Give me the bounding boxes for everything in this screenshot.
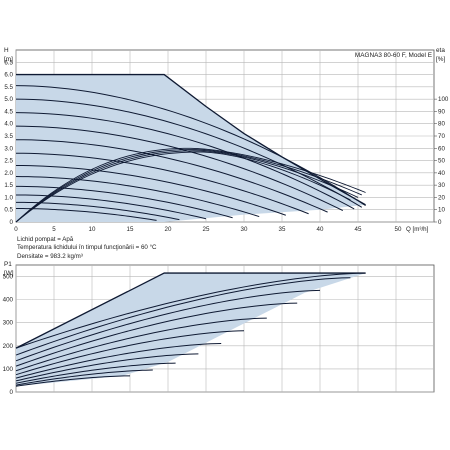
power-tick-label: 200 — [3, 343, 14, 350]
head-curve — [15, 152, 309, 215]
eta-tick-label: 40 — [438, 170, 445, 177]
head-tick-label: 5.0 — [4, 96, 13, 103]
head-curve — [15, 85, 366, 207]
head-curve — [15, 207, 157, 221]
chart-title: MAGNA3 80-60 F, Model E — [355, 52, 432, 59]
power-curve — [15, 343, 222, 379]
head-curve — [15, 201, 180, 221]
power-curve-family — [15, 272, 366, 387]
eta-axis-unit: [%] — [436, 56, 445, 63]
note-density: Densitate = 983.2 kg/m³ — [17, 253, 83, 260]
power-curve — [15, 353, 199, 382]
head-curve — [15, 112, 355, 210]
power-axis-label: P1 — [4, 261, 12, 268]
head-chart-ticks: 0 5 10 15 20 25 30 35 40 45 0 0.5 1.0 1.5 2.0 2.5 3.0 3.5… — [4, 59, 448, 233]
efficiency-curve — [15, 149, 362, 223]
max-speed-curve — [16, 73, 366, 206]
power-curve — [15, 277, 351, 356]
head-axis-label: H — [4, 47, 9, 54]
x-tick-label: 45 — [355, 226, 362, 233]
x-tick-label: 0 — [14, 226, 18, 233]
head-curve — [15, 164, 286, 216]
head-tick-label: 0.5 — [4, 207, 13, 214]
head-tick-label: 3.0 — [4, 145, 13, 152]
efficiency-curve — [15, 150, 359, 223]
eta-tick-label: 90 — [438, 108, 445, 115]
x-tick-label: 10 — [89, 226, 96, 233]
head-tick-label: 4.5 — [4, 108, 13, 115]
head-curve — [15, 139, 328, 213]
max-power-curve — [15, 272, 366, 349]
efficiency-curve — [15, 147, 366, 223]
power-tick-label: 100 — [3, 366, 14, 373]
head-axis-unit: [m] — [4, 56, 13, 63]
efficiency-curve-family — [15, 147, 366, 223]
power-curve — [15, 302, 298, 367]
eta-tick-label: 70 — [438, 133, 445, 140]
eta-tick-label: 50 — [438, 158, 445, 165]
power-curve — [15, 362, 176, 384]
power-axis-unit: [W] — [4, 270, 14, 277]
eta-tick-label: 100 — [438, 96, 449, 103]
power-curve — [15, 289, 321, 362]
head-tick-label: 6.5 — [4, 59, 13, 66]
power-chart-ticks: 0 100 200 300 400 500 — [3, 274, 14, 396]
x-tick-label: 30 — [241, 226, 248, 233]
eta-tick-label: 20 — [438, 194, 445, 201]
power-tick-label: 0 — [10, 389, 14, 396]
note-temperature: Temperatura lichidului în timpul funcţio… — [17, 244, 157, 251]
head-tick-label: 1.0 — [4, 194, 13, 201]
x-tick-label: 20 — [165, 226, 172, 233]
x-tick-label: 25 — [203, 226, 210, 233]
head-curve — [15, 185, 233, 219]
x-tick-label: 5 — [52, 226, 56, 233]
x-tick-label: 15 — [127, 226, 134, 233]
head-tick-label: 6.0 — [4, 72, 13, 79]
power-curve — [15, 330, 245, 376]
power-tick-label: 300 — [3, 320, 14, 327]
eta-tick-label: 30 — [438, 182, 445, 189]
eta-axis-label: eta — [436, 47, 445, 54]
power-curve — [15, 272, 366, 349]
power-tick-label: 400 — [3, 297, 14, 304]
eta-tick-label: 0 — [438, 219, 442, 226]
head-tick-label: 4.0 — [4, 121, 13, 128]
head-chart: 0 5 10 15 20 25 30 35 40 45 0 0.5 1.0 1.5 2.0 2.5 3.0 3.5… — [4, 47, 449, 260]
power-curve — [15, 317, 267, 372]
eta-tick-label: 80 — [438, 121, 445, 128]
power-curve — [15, 375, 131, 387]
note-fluid: Lichid pompat = Apă — [17, 236, 74, 243]
head-curve — [15, 98, 363, 208]
x-tick-50: 50 — [395, 226, 402, 233]
head-tick-label: 2.0 — [4, 170, 13, 177]
head-tick-label: 1.5 — [4, 182, 13, 189]
head-curve — [15, 176, 260, 218]
efficiency-curve — [15, 151, 351, 223]
head-tick-label: 5.5 — [4, 84, 13, 91]
x-tick-label: 40 — [317, 226, 324, 233]
head-tick-label: 3.5 — [4, 133, 13, 140]
x-tick-label: 35 — [279, 226, 286, 233]
power-chart: 0 100 200 300 400 500 P1 [W] — [3, 261, 435, 396]
head-tick-label: 0 — [10, 219, 14, 226]
x-axis-label: Q [m³/h] — [406, 226, 429, 233]
eta-tick-label: 60 — [438, 145, 445, 152]
power-tick-label: 500 — [3, 274, 14, 281]
head-tick-label: 2.5 — [4, 158, 13, 165]
eta-tick-label: 10 — [438, 207, 445, 214]
power-curve — [15, 369, 153, 386]
